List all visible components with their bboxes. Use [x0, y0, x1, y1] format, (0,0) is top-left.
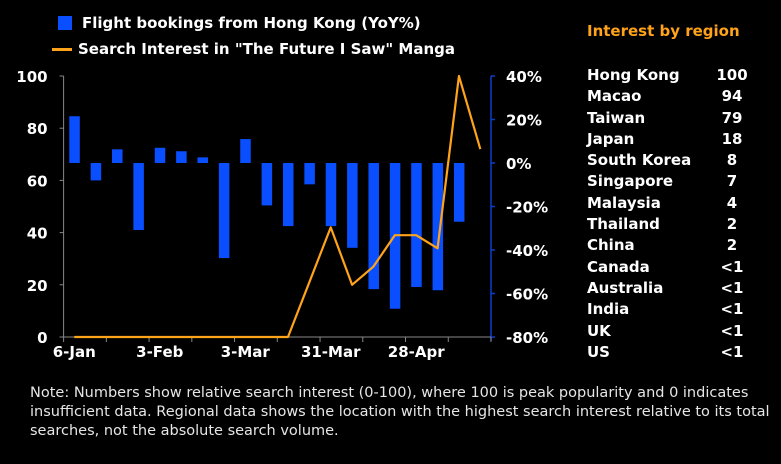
region-name: Hong Kong	[587, 66, 680, 84]
region-name: China	[587, 236, 635, 255]
x-tick-label: 3-Mar	[221, 343, 271, 361]
bar	[69, 116, 80, 163]
left-tick-label: 60	[27, 172, 48, 190]
region-name: US	[587, 342, 610, 361]
region-value: 18	[721, 129, 743, 148]
right-tick-label: 20%	[506, 112, 542, 130]
region-row: India <1	[587, 299, 757, 320]
left-tick-label: 80	[27, 120, 48, 138]
right-tick-label: 40%	[506, 68, 542, 86]
region-name: Australia	[587, 278, 664, 297]
region-name: South Korea	[587, 151, 692, 170]
region-row: Malaysia 4	[587, 193, 757, 214]
right-tick-label: -20%	[506, 199, 548, 217]
x-tick-label: 6-Jan	[53, 343, 96, 361]
region-name: India	[587, 300, 630, 319]
legend-label: Search Interest in "The Future I Saw" Ma…	[78, 40, 455, 58]
region-name: Macao	[587, 87, 642, 106]
left-tick-label: 20	[27, 277, 48, 295]
region-row: Singapore 7	[587, 171, 757, 192]
bar	[176, 151, 187, 163]
right-tick-label: -80%	[506, 329, 548, 347]
chart-legend: Flight bookings from Hong Kong (YoY%) Se…	[52, 10, 455, 62]
region-value: 100	[716, 66, 748, 84]
region-value: 8	[726, 151, 738, 170]
region-row: Thailand 2	[587, 214, 757, 235]
region-name: Thailand	[587, 215, 660, 234]
legend-label: Flight bookings from Hong Kong (YoY%)	[82, 14, 421, 32]
bar	[282, 163, 294, 227]
region-value: <1	[720, 278, 744, 297]
x-tick-label: 31-Mar	[301, 343, 361, 361]
right-tick-label: -60%	[506, 286, 548, 304]
bar	[90, 163, 102, 181]
region-name: Japan	[587, 129, 635, 148]
region-name: Taiwan	[587, 108, 646, 127]
region-name: Malaysia	[587, 193, 661, 212]
region-name: Singapore	[587, 172, 674, 191]
region-name: UK	[587, 321, 611, 340]
bar	[133, 163, 144, 230]
bar	[304, 163, 315, 185]
region-value: 7	[726, 172, 738, 191]
left-tick-label: 40	[27, 225, 48, 243]
bar	[432, 163, 444, 291]
region-row: China 2	[587, 235, 757, 256]
region-panel: Interest by region Hong Kong 100 Macao 94 Ta…	[587, 22, 757, 363]
combo-chart: 0 20 40 60 80 100 -80% -60% -40% -20% 0% 20% 40% 6-Ja…	[16, 68, 548, 361]
region-value: <1	[720, 257, 744, 276]
bar	[411, 163, 422, 287]
bar	[218, 163, 230, 259]
region-value: 79	[721, 108, 743, 127]
bar	[112, 149, 123, 163]
bar	[154, 147, 166, 163]
bar	[368, 163, 379, 290]
bar	[240, 139, 251, 163]
bar	[325, 163, 337, 227]
region-value: 2	[726, 236, 738, 255]
region-row: Japan 18	[587, 129, 757, 150]
x-tick-label: 3-Feb	[136, 343, 183, 361]
region-title: Interest by region	[587, 22, 740, 40]
region-row: Taiwan 79	[587, 108, 757, 129]
region-value: <1	[720, 300, 744, 319]
line-swatch-icon	[52, 47, 72, 51]
region-value: 4	[726, 193, 738, 212]
legend-item-bookings: Flight bookings from Hong Kong (YoY%)	[58, 10, 455, 36]
footnote: Note: Numbers show relative search inter…	[30, 385, 770, 439]
left-tick-label: 100	[16, 68, 47, 86]
legend-item-search: Search Interest in "The Future I Saw" Ma…	[52, 36, 455, 62]
region-row: US <1	[587, 342, 757, 363]
region-row: UK <1	[587, 321, 757, 342]
region-name: Canada	[587, 257, 650, 276]
bar-swatch-icon	[58, 16, 72, 30]
region-value: <1	[720, 342, 744, 361]
bar	[453, 163, 465, 222]
right-tick-label: 0%	[506, 155, 531, 173]
region-row: Hong Kong 100	[587, 65, 757, 86]
right-tick-label: -40%	[506, 242, 548, 260]
region-value: 94	[721, 87, 743, 106]
region-value: 2	[726, 215, 738, 234]
region-row: Macao 94	[587, 86, 757, 107]
region-row: South Korea 8	[587, 150, 757, 171]
search-interest-line	[74, 74, 482, 339]
region-row: Australia <1	[587, 278, 757, 299]
bar	[261, 163, 273, 206]
region-value: <1	[720, 321, 744, 340]
x-tick-label: 28-Apr	[388, 343, 445, 361]
bar	[197, 157, 209, 163]
bar	[347, 163, 358, 248]
region-row: Canada <1	[587, 257, 757, 278]
left-tick-label: 0	[37, 329, 47, 347]
